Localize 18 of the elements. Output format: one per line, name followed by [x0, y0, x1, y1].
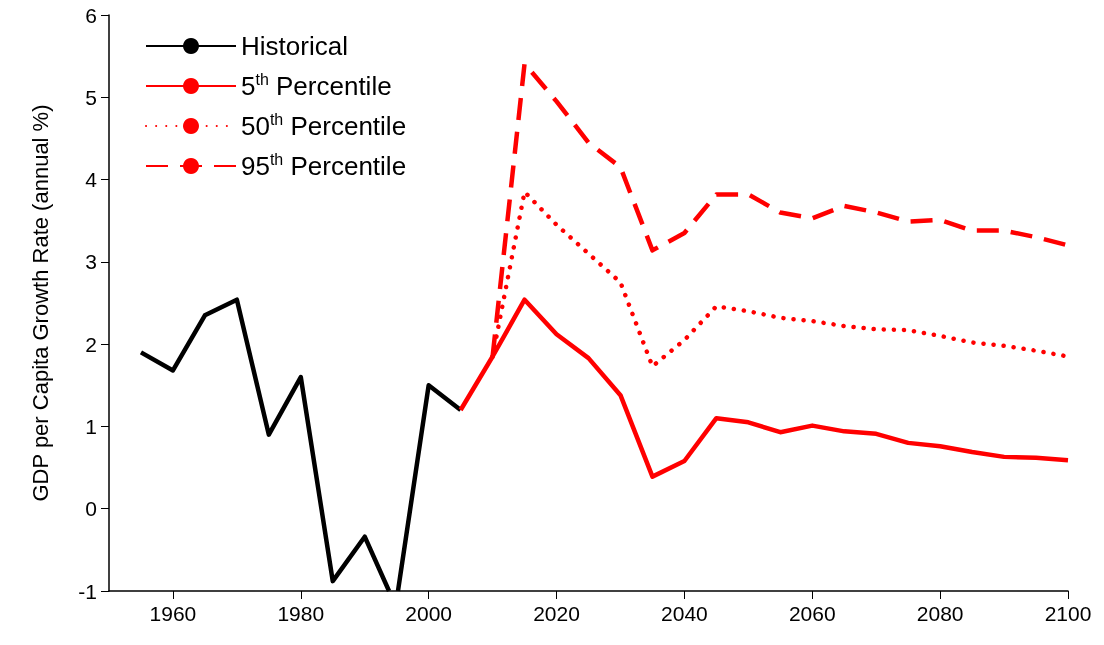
x-tick-label: 2020	[533, 602, 580, 625]
x-tick-label: 2100	[1044, 602, 1092, 625]
y-tick-label: 6	[85, 3, 97, 27]
x-tick-label: 1980	[277, 602, 325, 625]
y-tick-label: 4	[85, 168, 98, 192]
y-tick-label: 0	[85, 497, 97, 521]
x-tick-label: 1960	[149, 602, 197, 625]
y-axis-title: GDP per Capita Growth Rate (annual %)	[27, 104, 53, 502]
y-tick-label: 3	[85, 250, 97, 274]
x-tick-label: 2080	[916, 602, 964, 625]
x-tick-label: 2000	[405, 602, 453, 625]
x-tick-label: 2060	[788, 602, 836, 625]
y-tick-label: 5	[85, 85, 97, 109]
legend-label: Historical	[241, 31, 348, 61]
x-tick-label: 2040	[661, 602, 708, 625]
y-tick-label: 1	[85, 414, 97, 438]
y-tick-label: -1	[78, 579, 97, 603]
y-tick-label: 2	[85, 332, 97, 356]
